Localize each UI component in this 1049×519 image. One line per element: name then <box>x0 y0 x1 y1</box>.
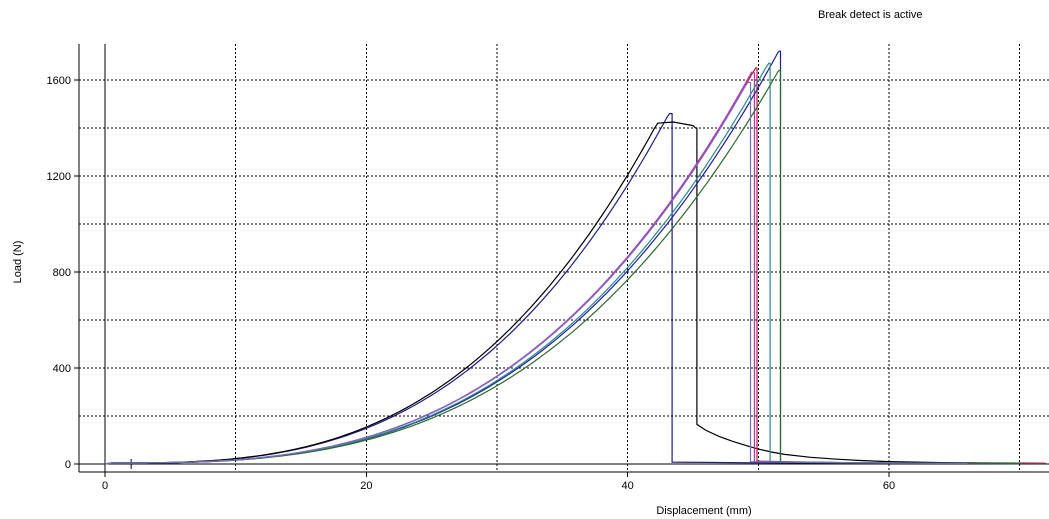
series-line-2 <box>104 121 1046 465</box>
y-tick-label: 1200 <box>47 171 71 183</box>
series-line-4 <box>104 71 968 465</box>
x-tick-label: 20 <box>360 480 372 492</box>
break-detect-status: Break detect is active <box>818 9 923 21</box>
y-tick-label: 800 <box>53 267 71 279</box>
y-axis-label: Load (N) <box>12 241 24 284</box>
series-line-3 <box>104 67 1046 465</box>
series-line-5 <box>104 50 1020 465</box>
series-line-8 <box>104 81 968 465</box>
series-line-1 <box>104 113 994 465</box>
x-axis-label: Displacement (mm) <box>656 505 751 517</box>
y-tick-label: 1600 <box>47 75 71 87</box>
x-tick-label: 40 <box>622 480 634 492</box>
series-line-6 <box>104 62 1020 465</box>
series-group <box>104 50 1046 469</box>
tick-labels: 0 20 40 60 0 400 800 1200 1600 <box>47 75 896 492</box>
x-tick-label: 0 <box>102 480 108 492</box>
series-line-7 <box>104 69 1020 465</box>
y-tick-label: 400 <box>53 363 71 375</box>
y-tick-label: 0 <box>65 459 71 471</box>
x-tick-label: 60 <box>883 480 895 492</box>
axes <box>78 44 1049 473</box>
grid <box>79 44 1049 472</box>
